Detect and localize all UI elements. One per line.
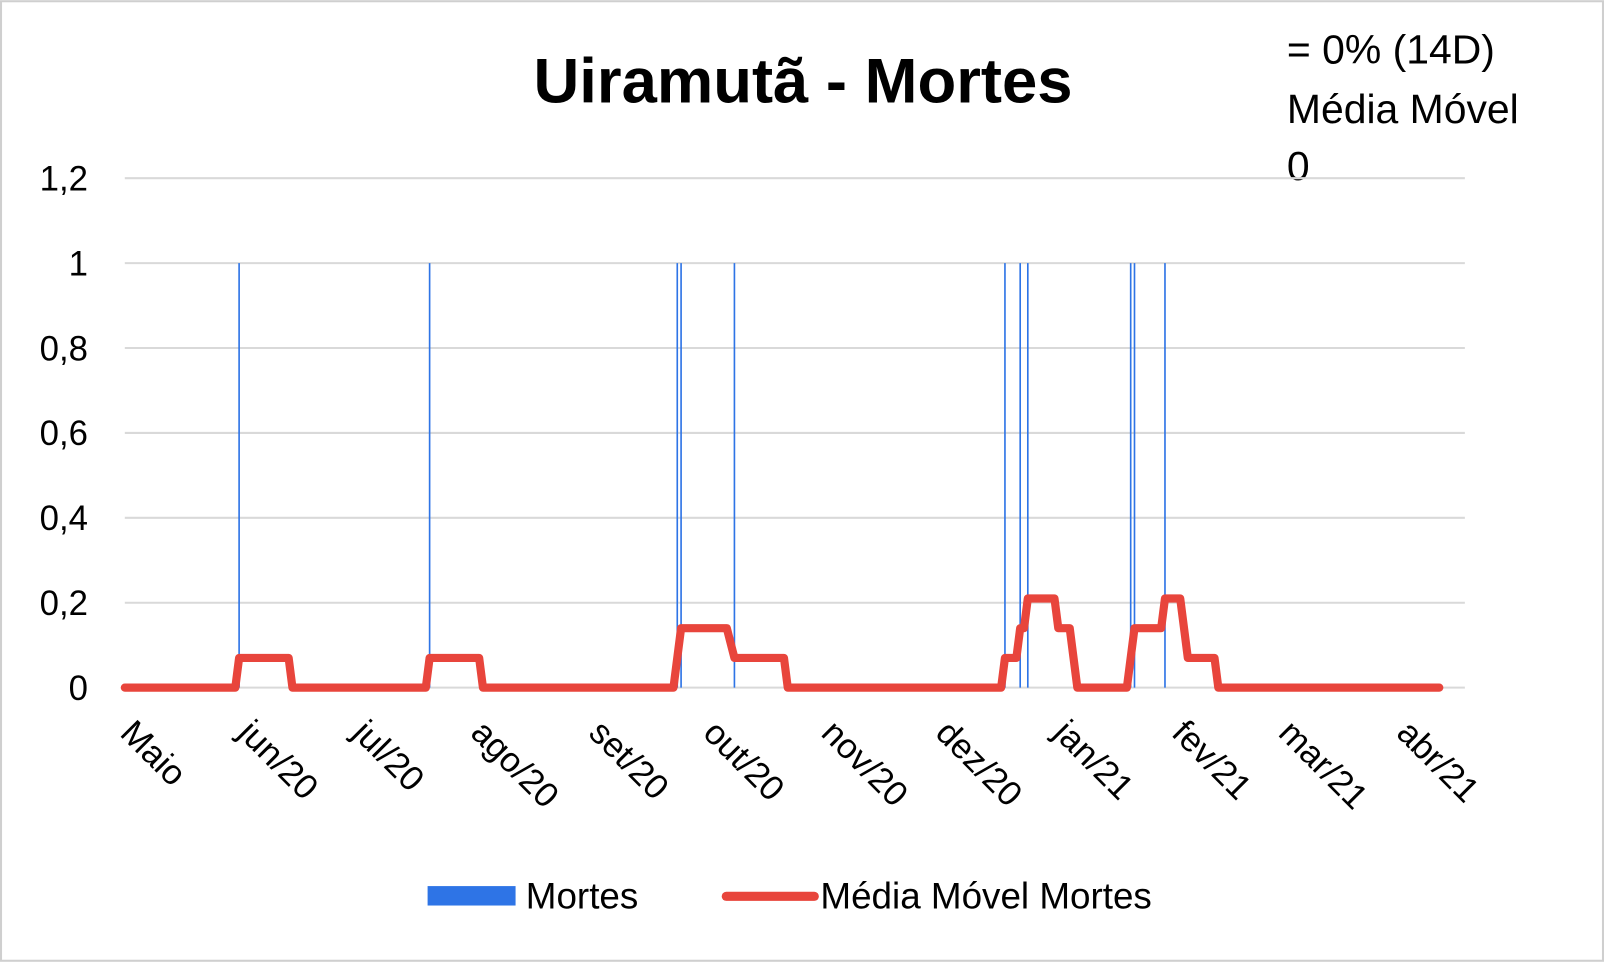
y-tick-label: 0,8 xyxy=(40,330,88,368)
bar xyxy=(1026,263,1029,688)
y-tick-label: 1 xyxy=(69,245,88,283)
chart-title: Uiramutã - Mortes xyxy=(533,47,1072,117)
bar xyxy=(733,263,736,688)
plot xyxy=(120,263,1444,692)
bar xyxy=(1004,263,1006,688)
legend: Mortes Média Móvel Mortes xyxy=(427,876,1152,917)
annotation: = 0% (14D) xyxy=(1287,27,1495,73)
y-tick-label: 1,2 xyxy=(40,160,88,198)
bar xyxy=(680,263,682,688)
legend-swatch xyxy=(427,886,516,906)
bar xyxy=(1129,263,1132,688)
y-tick-label: 0,6 xyxy=(40,415,88,453)
bar xyxy=(238,263,240,688)
legend-label: Média Móvel Mortes xyxy=(820,876,1151,917)
y-tick-label: 0 xyxy=(69,670,88,708)
bar xyxy=(676,263,679,688)
legend-label: Mortes xyxy=(526,876,639,917)
y-tick-label: 0,4 xyxy=(40,500,88,538)
annotation: 0 xyxy=(1287,143,1310,189)
line xyxy=(120,594,1444,692)
bar xyxy=(1164,263,1166,688)
bar xyxy=(428,263,431,688)
y-tick-label: 0,2 xyxy=(40,585,88,623)
annotation: Média Móvel xyxy=(1287,86,1519,132)
bar xyxy=(1133,263,1136,688)
bar xyxy=(1019,263,1022,688)
